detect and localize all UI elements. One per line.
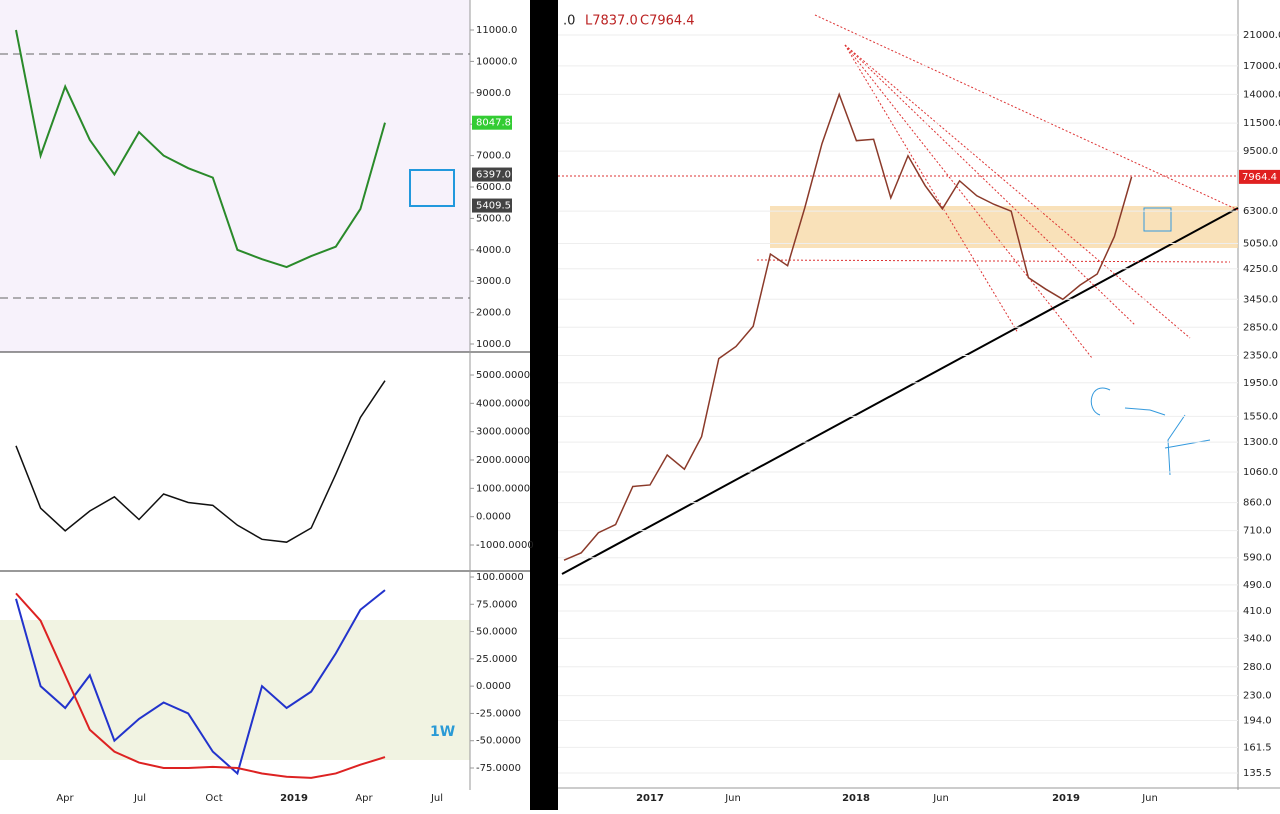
price-label: 7964.4 <box>1242 172 1277 183</box>
y-tick-label: 5000.0 <box>476 213 511 224</box>
divider <box>530 0 558 810</box>
y-tick-label: 1300.0 <box>1243 437 1278 448</box>
price-tag <box>472 198 512 213</box>
y-tick-label: 135.5 <box>1243 768 1272 779</box>
y-tick-label: 4000.0000 <box>476 398 530 409</box>
price-label: 6397.0 <box>476 170 511 181</box>
y-tick-label: 2000.0 <box>476 308 511 319</box>
y-tick-label: 161.5 <box>1243 742 1272 753</box>
y-tick-label: 0.0000 <box>476 681 511 692</box>
x-tick-label: 2019 <box>1052 793 1080 804</box>
y-tick-label: 75.0000 <box>476 599 517 610</box>
y-tick-label: -1000.0000 <box>476 540 534 551</box>
y-tick-label: 194.0 <box>1243 715 1272 726</box>
left-top-bg <box>0 0 470 352</box>
ohlc: C7964.4 <box>640 14 695 29</box>
x-tick-label: Apr <box>355 793 373 804</box>
y-tick-label: 14000.0 <box>1243 89 1280 100</box>
y-tick-label: 21000.0 <box>1243 30 1280 41</box>
drawing-box <box>409 169 455 207</box>
series-line <box>563 92 1133 561</box>
price-label: 5409.5 <box>476 201 511 212</box>
series-line <box>15 592 386 779</box>
x-tick-label: 2019 <box>280 793 308 804</box>
y-tick-label: 10000.0 <box>476 56 517 67</box>
osc-band <box>0 620 470 760</box>
y-tick-label: 590.0 <box>1243 553 1272 564</box>
x-tick-label: 2018 <box>842 793 870 804</box>
ohlc: .0 <box>563 14 575 29</box>
y-tick-label: 2850.0 <box>1243 322 1278 333</box>
ohlc: L7837.0 <box>585 14 638 29</box>
y-tick-label: 860.0 <box>1243 498 1272 509</box>
drawing-box <box>1143 207 1172 232</box>
handwriting <box>1090 387 1211 476</box>
y-tick-label: 230.0 <box>1243 691 1272 702</box>
y-tick-label: 5000.0000 <box>476 370 530 381</box>
x-tick-label: Apr <box>56 793 74 804</box>
y-tick-label: 6300.0 <box>1243 206 1278 217</box>
x-tick-label: Jul <box>133 793 146 804</box>
series-line <box>15 29 386 269</box>
range-band <box>770 206 1238 248</box>
x-tick-label: Jun <box>1141 793 1158 804</box>
y-tick-label: 710.0 <box>1243 526 1272 537</box>
x-tick-label: Jun <box>724 793 741 804</box>
y-tick-label: 490.0 <box>1243 580 1272 591</box>
y-tick-label: -25.0000 <box>476 708 521 719</box>
price-tag <box>472 115 512 130</box>
price-label: 8047.8 <box>476 118 511 129</box>
y-tick-label: 410.0 <box>1243 606 1272 617</box>
price-tag <box>472 167 512 182</box>
y-tick-label: 50.0000 <box>476 627 517 638</box>
y-tick-label: 3450.0 <box>1243 294 1278 305</box>
x-tick-label: Jun <box>932 793 949 804</box>
y-tick-label: 1950.0 <box>1243 378 1278 389</box>
y-tick-label: 9000.0 <box>476 88 511 99</box>
y-tick-label: 1000.0000 <box>476 483 530 494</box>
y-tick-label: 0.0000 <box>476 512 511 523</box>
y-tick-label: 2350.0 <box>1243 350 1278 361</box>
y-tick-label: 1000.0 <box>476 339 511 350</box>
y-tick-label: 2000.0000 <box>476 455 530 466</box>
y-tick-label: 3000.0 <box>476 276 511 287</box>
y-tick-label: 25.0000 <box>476 654 517 665</box>
y-tick-label: 6000.0 <box>476 182 511 193</box>
x-tick-label: Oct <box>205 793 222 804</box>
price-tag <box>1239 169 1280 184</box>
y-tick-label: 3000.0000 <box>476 427 530 438</box>
series-line <box>15 589 386 776</box>
support-line <box>561 207 1239 575</box>
y-tick-label: -75.0000 <box>476 763 521 774</box>
y-tick-label: 280.0 <box>1243 662 1272 673</box>
y-tick-label: 11500.0 <box>1243 118 1280 129</box>
trend-lines <box>558 14 1239 359</box>
y-tick-label: 4000.0 <box>476 245 511 256</box>
y-tick-label: 100.0000 <box>476 572 524 583</box>
y-tick-label: 340.0 <box>1243 633 1272 644</box>
y-tick-label: 7000.0 <box>476 151 511 162</box>
y-tick-label: 9500.0 <box>1243 146 1278 157</box>
y-tick-label: 1060.0 <box>1243 467 1278 478</box>
y-tick-label: -50.0000 <box>476 736 521 747</box>
y-tick-label: 11000.0 <box>476 25 517 36</box>
y-tick-label: 4250.0 <box>1243 264 1278 275</box>
series-line <box>15 380 386 543</box>
annotation: 1W <box>430 724 455 740</box>
x-tick-label: 2017 <box>636 793 664 804</box>
y-tick-label: 17000.0 <box>1243 61 1280 72</box>
y-tick-label: 5050.0 <box>1243 239 1278 250</box>
y-tick-label: 1550.0 <box>1243 411 1278 422</box>
x-tick-label: Jul <box>430 793 443 804</box>
